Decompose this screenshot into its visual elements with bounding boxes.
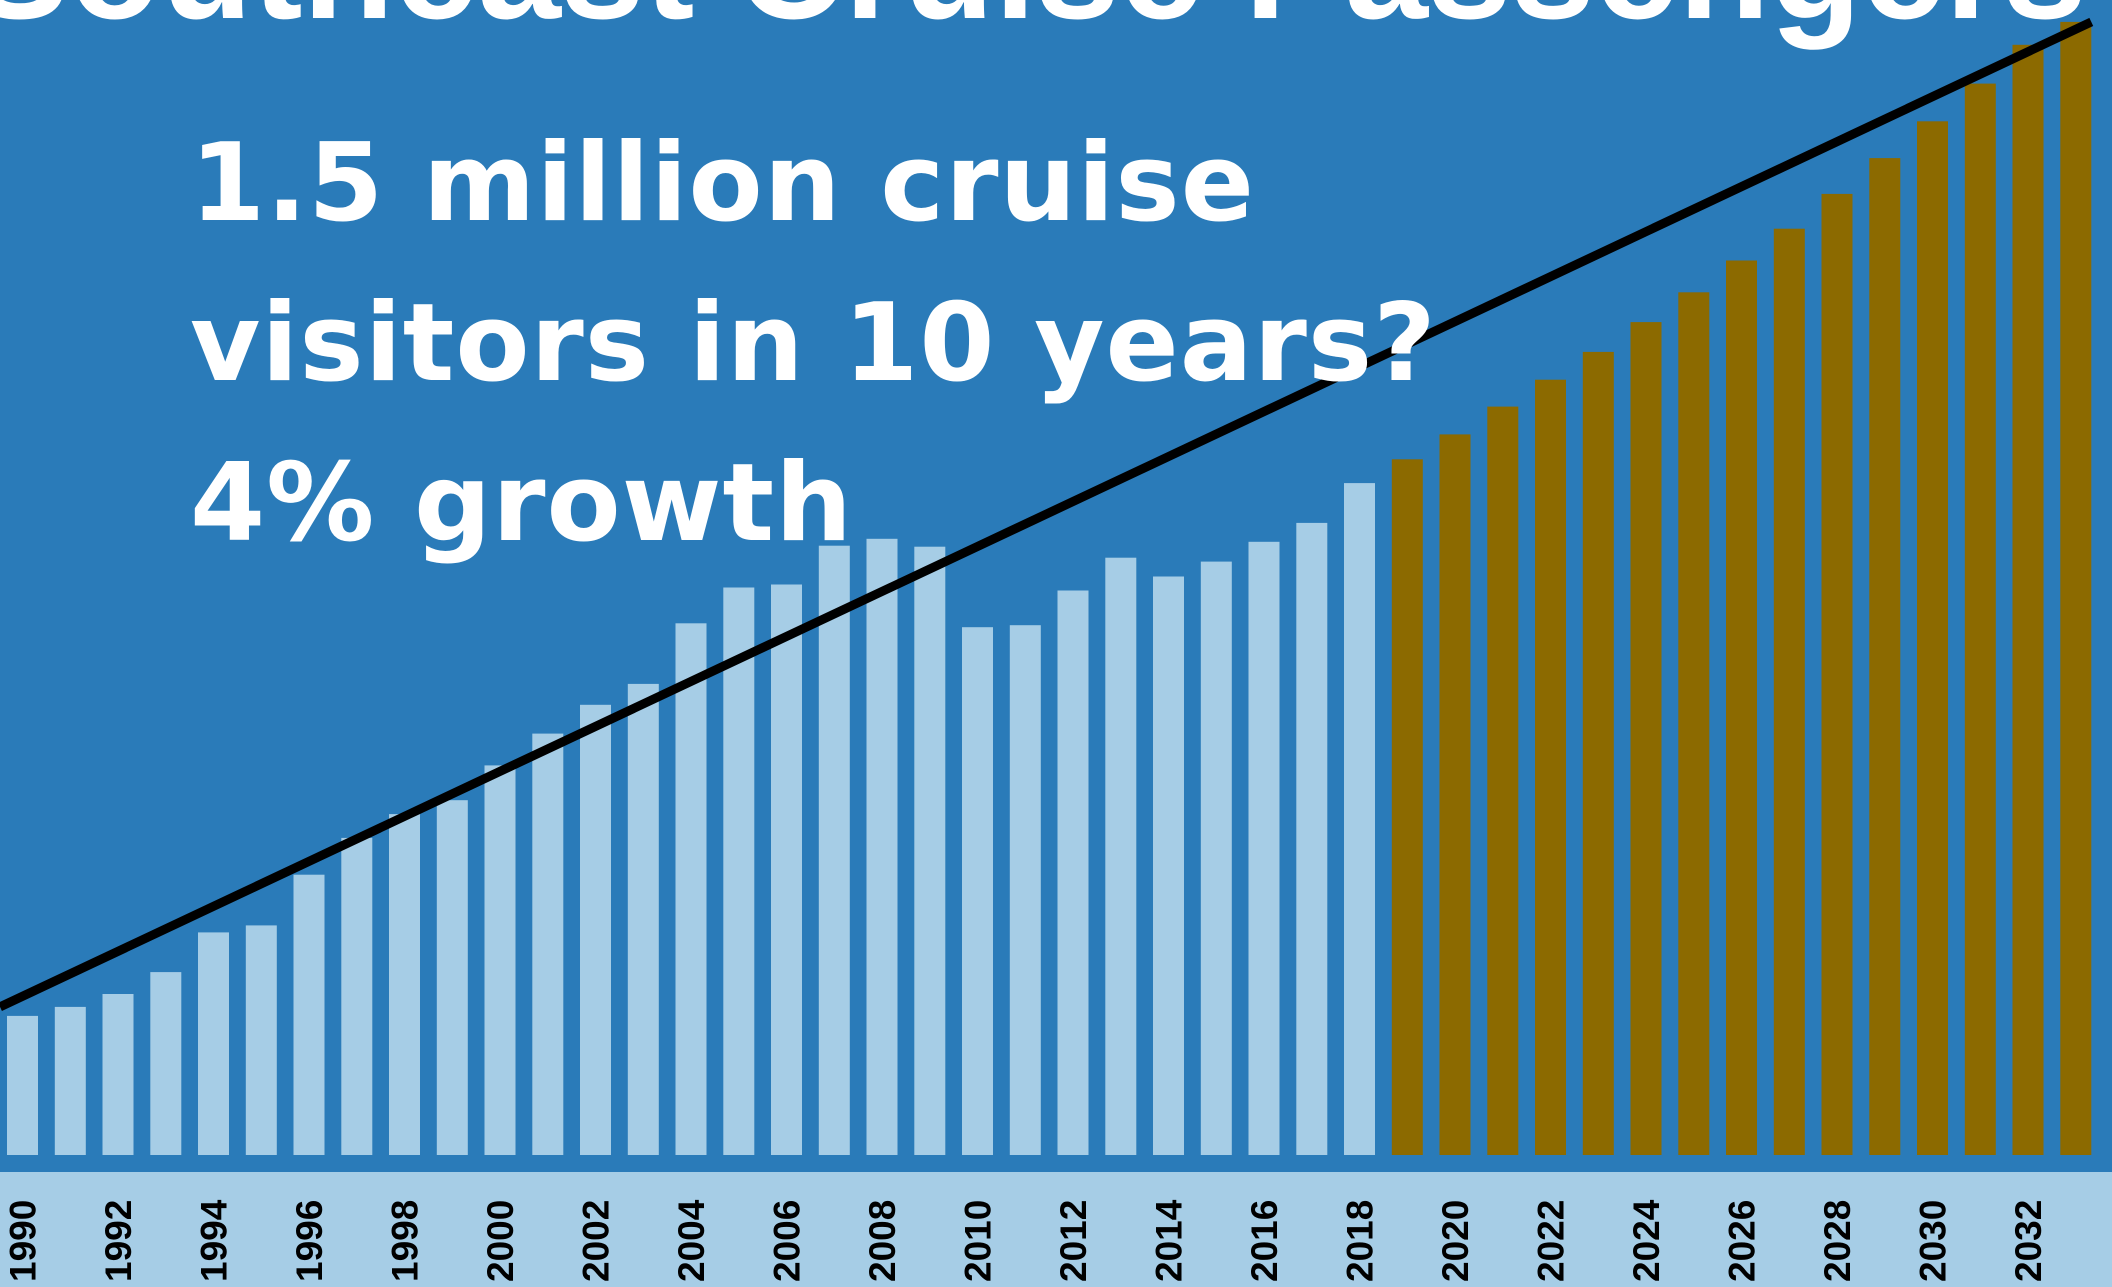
x-tick-label: 2012 xyxy=(1053,1200,1094,1282)
bar-1991 xyxy=(54,1006,86,1155)
x-tick-labels: 1990 1992 1994 1996 1998 2000 2002 2004 2006 2008… xyxy=(3,1199,2050,1282)
bars-group xyxy=(7,21,2092,1156)
x-tick-label: 2008 xyxy=(862,1200,903,1282)
bar-2028 xyxy=(1821,193,1853,1155)
bar-2001 xyxy=(532,733,564,1155)
bar-2009 xyxy=(914,546,946,1155)
bar-2007 xyxy=(818,545,850,1155)
x-tick-label: 2010 xyxy=(958,1200,999,1282)
bar-2013 xyxy=(1105,557,1137,1155)
bar-1998 xyxy=(389,814,420,1155)
bar-2020 xyxy=(1439,434,1471,1155)
x-axis-band xyxy=(0,1172,2112,1287)
bar-1992 xyxy=(102,994,134,1155)
x-tick-label: 1990 xyxy=(3,1200,44,1282)
x-tick-label: 2022 xyxy=(1531,1200,1572,1282)
bar-2016 xyxy=(1248,541,1280,1155)
x-tick-label: 1998 xyxy=(385,1200,426,1282)
annotation-line-1: 1.5 million cruise xyxy=(190,121,1255,246)
x-tick-label: 2016 xyxy=(1244,1200,1285,1282)
x-tick-label: 1992 xyxy=(98,1200,139,1282)
x-tick-label: 2018 xyxy=(1340,1200,1381,1282)
bar-2023 xyxy=(1582,351,1614,1155)
bar-2008 xyxy=(866,538,898,1155)
bar-2014 xyxy=(1153,576,1184,1155)
bar-2032 xyxy=(2012,44,2044,1155)
x-tick-label: 2024 xyxy=(1626,1199,1667,1282)
bar-2027 xyxy=(1773,228,1805,1155)
bar-2022 xyxy=(1535,379,1566,1155)
bar-2002 xyxy=(580,704,611,1155)
chart-title: Southeast Cruise Passengers xyxy=(0,0,2087,50)
bar-2019 xyxy=(1391,459,1423,1155)
bar-1990 xyxy=(7,1015,38,1155)
bar-1994 xyxy=(198,932,229,1155)
bar-2025 xyxy=(1678,292,1710,1155)
bar-2010 xyxy=(962,627,993,1155)
x-tick-label: 2002 xyxy=(576,1200,617,1282)
bar-1995 xyxy=(245,925,277,1155)
bar-2018 xyxy=(1344,483,1375,1156)
trend-line xyxy=(0,17,2094,1011)
bar-2000 xyxy=(484,765,516,1155)
bar-1996 xyxy=(293,874,325,1155)
x-tick-label: 1996 xyxy=(289,1200,330,1282)
bar-1997 xyxy=(341,837,373,1155)
bar-2030 xyxy=(1917,121,1948,1155)
annotation-line-3: 4% growth xyxy=(190,441,854,566)
bar-1999 xyxy=(436,800,468,1155)
bar-1993 xyxy=(150,972,182,1155)
bar-2012 xyxy=(1057,590,1089,1155)
bar-2033 xyxy=(2060,21,2092,1155)
bar-2011 xyxy=(1009,625,1041,1155)
bar-2006 xyxy=(771,584,802,1155)
bar-2005 xyxy=(723,587,755,1155)
bar-2004 xyxy=(675,623,707,1155)
x-tick-label: 2014 xyxy=(1149,1199,1190,1282)
bar-2017 xyxy=(1296,522,1328,1155)
bar-2015 xyxy=(1200,561,1232,1155)
annotation-line-2: visitors in 10 years? xyxy=(190,281,1437,406)
bar-2026 xyxy=(1726,260,1757,1155)
bar-2021 xyxy=(1487,406,1519,1156)
x-tick-label: 2000 xyxy=(480,1200,521,1282)
x-tick-label: 2032 xyxy=(2008,1200,2049,1282)
x-tick-label: 2004 xyxy=(671,1199,712,1282)
x-tick-label: 2006 xyxy=(767,1200,808,1282)
x-tick-label: 2030 xyxy=(1913,1200,1954,1282)
x-tick-label: 1994 xyxy=(194,1199,235,1282)
bar-2029 xyxy=(1869,158,1901,1156)
bar-2003 xyxy=(627,683,659,1155)
x-tick-label: 2026 xyxy=(1722,1200,1763,1282)
x-tick-label: 2028 xyxy=(1817,1200,1858,1282)
bar-2024 xyxy=(1630,322,1662,1156)
bar-2031 xyxy=(1964,83,1996,1156)
x-tick-label: 2020 xyxy=(1435,1200,1476,1282)
